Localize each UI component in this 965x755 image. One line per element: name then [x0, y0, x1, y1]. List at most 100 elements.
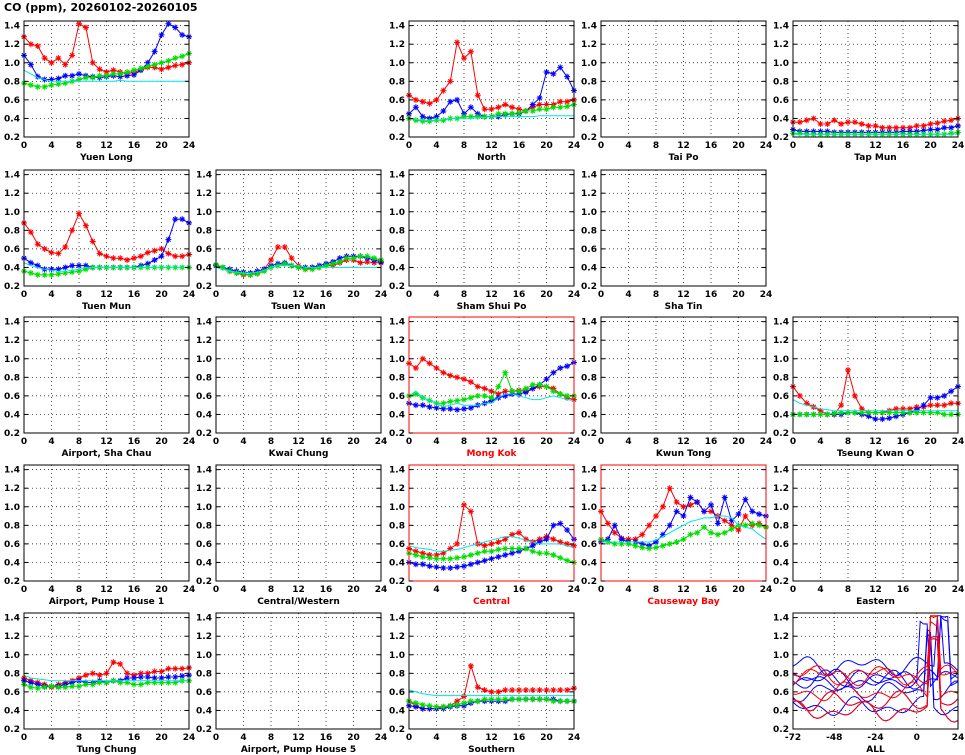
series-blue-point — [502, 392, 509, 399]
y-tick-label: 0.2 — [4, 429, 20, 439]
series-red-point — [357, 259, 364, 266]
x-tick-label: 12 — [292, 733, 305, 743]
series-blue-point — [137, 674, 144, 681]
series-green-point — [495, 696, 502, 703]
series-red-point — [687, 501, 694, 508]
x-tick-label: 24 — [375, 290, 388, 300]
series-blue-point — [447, 565, 454, 572]
series-blue-point — [948, 388, 955, 395]
series-green-point — [550, 388, 557, 395]
y-tick-label: 0.4 — [581, 114, 597, 124]
series-green-point — [803, 411, 810, 418]
panel-airport-sha-chau: 0.2 0.4 0.6 0.8 1.0 1.2 1.4 0 4 8 12 16 20 24 Airport,… — [4, 316, 195, 459]
x-tick-label: 12 — [100, 733, 113, 743]
y-tick-label: 1.4 — [4, 171, 20, 181]
panel-tung-chung: 0.2 0.4 0.6 0.8 1.0 1.2 1.4 0 4 8 12 16 20 24 Tung Chu… — [4, 612, 195, 755]
x-tick-label: 0 — [213, 290, 219, 300]
series-green-point — [124, 69, 131, 76]
series-red-point — [124, 670, 131, 677]
series-blue-point — [158, 674, 165, 681]
y-tick-label: 0.2 — [4, 577, 20, 587]
axes-frame — [600, 169, 767, 287]
x-tick-label: 4 — [240, 733, 246, 743]
series-blue-point — [144, 260, 151, 267]
y-tick-label: 0.4 — [389, 558, 405, 568]
x-tick-label: 4 — [817, 437, 823, 447]
series-blue-point — [708, 501, 714, 508]
series-green-point — [865, 409, 872, 416]
series-green-point — [564, 103, 571, 110]
x-tick-label: 8 — [268, 290, 274, 300]
x-tick-label: 24 — [375, 437, 388, 447]
series-red-point — [110, 659, 117, 666]
x-tick-label: 8 — [653, 437, 659, 447]
series-red-point — [481, 687, 488, 694]
axes-frame — [600, 464, 767, 582]
series-red-point — [172, 253, 179, 260]
y-tick-label: 0.8 — [4, 373, 20, 383]
series-red-point — [433, 96, 440, 103]
series-green-point — [454, 554, 461, 561]
series-green-point — [550, 698, 557, 705]
station-name: Sha Tin — [665, 302, 703, 312]
series-green-point — [564, 392, 571, 399]
series-blue-point — [48, 266, 55, 273]
x-tick-label: 0 — [21, 290, 27, 300]
axes-frame — [600, 20, 767, 138]
series-red-point — [900, 124, 906, 131]
series-green-point — [233, 270, 240, 277]
series-blue-point — [419, 705, 426, 712]
series-red-point — [659, 503, 666, 510]
station-name: Central — [473, 597, 510, 607]
series-green-point — [412, 117, 419, 124]
y-tick-label: 0.4 — [196, 410, 212, 420]
panel-kwai-chung: 0.2 0.4 0.6 0.8 1.0 1.2 1.4 0 4 8 12 16 20 24 Kwai Chu… — [196, 316, 388, 459]
x-tick-label: 20 — [540, 733, 553, 743]
series-green-point — [137, 65, 144, 72]
series-green-point — [536, 550, 543, 557]
y-tick-label: 1.0 — [4, 355, 20, 365]
x-tick-label: 16 — [705, 290, 718, 300]
panel-tap-mun: 0.2 0.4 0.6 0.8 1.0 1.2 1.4 0 4 8 12 16 20 24 Tap Mun — [773, 20, 964, 163]
series-red-point — [845, 119, 851, 126]
series-blue-point — [467, 404, 474, 411]
x-tick-label: 16 — [513, 585, 526, 595]
series-green-point — [454, 701, 461, 708]
series-blue-point — [886, 415, 893, 422]
series-blue-point — [728, 517, 735, 524]
series-red-point — [274, 244, 281, 251]
series-blue-point — [467, 104, 474, 111]
series-green-point — [653, 544, 659, 551]
series-red-point — [461, 693, 467, 700]
series-blue-point — [502, 552, 509, 559]
series-red-point — [851, 119, 858, 126]
x-tick-label: 4 — [625, 585, 631, 595]
x-tick-label: -48 — [826, 733, 842, 743]
panel-tseung-kwan-o: 0.2 0.4 0.6 0.8 1.0 1.2 1.4 0 4 8 12 16 20 24 Tseung K… — [773, 316, 964, 459]
axes-frame — [215, 612, 382, 730]
series-green-point — [131, 67, 137, 74]
station-name: Tsuen Wan — [271, 302, 325, 312]
y-tick-label: 0.8 — [581, 226, 597, 236]
y-tick-label: 1.0 — [581, 208, 597, 218]
series-green-point — [550, 552, 557, 559]
x-tick-label: 12 — [677, 290, 690, 300]
x-tick-label: 8 — [845, 141, 851, 151]
series-blue-point — [172, 24, 179, 31]
series-blue-point — [461, 405, 467, 412]
y-tick-label: 1.0 — [773, 355, 789, 365]
series-green-point — [474, 113, 481, 120]
series-green-point — [131, 681, 137, 688]
x-tick-label: 4 — [48, 437, 54, 447]
series-green-point — [502, 110, 509, 117]
series-red-point — [179, 61, 186, 68]
series-red-point — [34, 241, 41, 248]
series-green-point — [82, 266, 89, 273]
x-tick-label: 0 — [598, 437, 604, 447]
series-green-point — [742, 522, 749, 529]
station-name: Airport, Sha Chau — [62, 449, 152, 459]
all-series-blue-3 — [792, 620, 959, 689]
series-green-point — [62, 684, 69, 691]
y-tick-label: 1.2 — [389, 632, 405, 642]
axes-frame — [215, 464, 382, 582]
